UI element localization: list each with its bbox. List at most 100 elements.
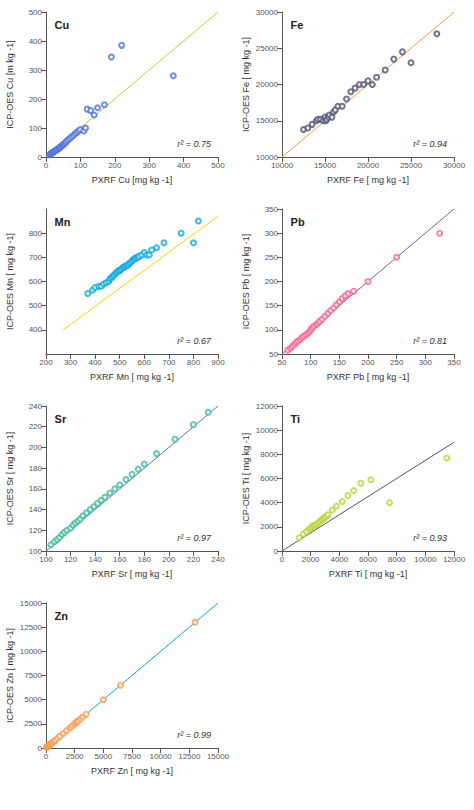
svg-text:12000: 12000: [443, 555, 466, 564]
svg-text:10000: 10000: [256, 426, 279, 435]
svg-text:700: 700: [162, 358, 176, 367]
svg-text:150: 150: [265, 301, 279, 310]
svg-text:0: 0: [280, 555, 285, 564]
svg-text:120: 120: [29, 526, 43, 535]
svg-text:ICP-OES Mn [ mg kg -1]: ICP-OES Mn [ mg kg -1]: [5, 233, 15, 330]
svg-text:r² = 0.67: r² = 0.67: [177, 336, 212, 346]
svg-text:400: 400: [29, 37, 43, 46]
svg-text:160: 160: [113, 555, 127, 564]
svg-text:Fe: Fe: [291, 19, 304, 31]
svg-text:240: 240: [29, 402, 43, 411]
svg-text:5000: 5000: [94, 752, 112, 761]
svg-text:Cu: Cu: [55, 19, 70, 31]
svg-text:200: 200: [29, 443, 43, 452]
svg-text:PXRF Zn [ mg kg -1]: PXRF Zn [ mg kg -1]: [91, 766, 173, 776]
svg-text:15000: 15000: [207, 752, 230, 761]
svg-text:180: 180: [138, 555, 152, 564]
svg-text:6000: 6000: [260, 474, 278, 483]
svg-text:150: 150: [333, 358, 347, 367]
svg-text:8000: 8000: [388, 555, 406, 564]
svg-text:30000: 30000: [256, 8, 279, 17]
svg-text:12500: 12500: [20, 623, 43, 632]
svg-text:12500: 12500: [178, 752, 201, 761]
svg-text:250: 250: [390, 358, 404, 367]
svg-text:2500: 2500: [66, 752, 84, 761]
svg-text:100: 100: [29, 124, 43, 133]
svg-text:350: 350: [265, 205, 279, 214]
svg-text:ICP-OES Zn [ mg kg -1]: ICP-OES Zn [ mg kg -1]: [5, 628, 15, 723]
svg-text:r² = 0.97: r² = 0.97: [177, 533, 212, 543]
svg-text:ICP-OES Sr [ mg kg -1]: ICP-OES Sr [ mg kg -1]: [5, 432, 15, 526]
svg-text:15000: 15000: [256, 116, 279, 125]
svg-text:ICP-OES Pb [ mg kg -1]: ICP-OES Pb [ mg kg -1]: [241, 234, 251, 330]
svg-text:250: 250: [265, 253, 279, 262]
svg-text:PXRF Cu [mg kg -1]: PXRF Cu [mg kg -1]: [92, 175, 173, 185]
svg-text:100: 100: [304, 358, 318, 367]
svg-text:5000: 5000: [24, 695, 42, 704]
svg-text:200: 200: [39, 358, 53, 367]
svg-text:0: 0: [38, 153, 43, 162]
svg-text:0: 0: [274, 547, 279, 556]
svg-text:10000: 10000: [150, 752, 173, 761]
svg-text:8000: 8000: [260, 450, 278, 459]
svg-text:400: 400: [177, 161, 191, 170]
svg-text:300: 300: [64, 358, 78, 367]
svg-text:20000: 20000: [357, 161, 380, 170]
svg-text:300: 300: [419, 358, 433, 367]
svg-text:Ti: Ti: [291, 413, 301, 425]
svg-text:900: 900: [211, 358, 225, 367]
svg-text:300: 300: [265, 229, 279, 238]
svg-text:160: 160: [29, 484, 43, 493]
svg-text:4000: 4000: [260, 498, 278, 507]
svg-text:10000: 10000: [20, 647, 43, 656]
svg-text:100: 100: [74, 161, 88, 170]
svg-text:800: 800: [187, 358, 201, 367]
svg-text:0: 0: [38, 744, 43, 753]
svg-text:PXRF Fe [ mg kg -1]: PXRF Fe [ mg kg -1]: [327, 175, 409, 185]
svg-text:r² = 0.75: r² = 0.75: [177, 139, 212, 149]
svg-text:Mn: Mn: [55, 216, 71, 228]
svg-text:ICP-OES Ti [ mg kg -1]: ICP-OES Ti [ mg kg -1]: [241, 433, 251, 525]
svg-text:800: 800: [29, 229, 43, 238]
svg-text:ICP-OES Cu [m kg -1]: ICP-OES Cu [m kg -1]: [5, 40, 15, 129]
svg-text:500: 500: [29, 8, 43, 17]
svg-text:240: 240: [211, 555, 225, 564]
svg-text:6000: 6000: [359, 555, 377, 564]
svg-text:r² = 0.93: r² = 0.93: [413, 533, 447, 543]
svg-text:120: 120: [64, 555, 78, 564]
svg-text:2000: 2000: [260, 522, 278, 531]
svg-text:25000: 25000: [400, 161, 423, 170]
svg-text:140: 140: [29, 505, 43, 514]
svg-text:600: 600: [138, 358, 152, 367]
svg-text:0: 0: [44, 752, 49, 761]
svg-text:PXRF Mn [ mg kg -1]: PXRF Mn [ mg kg -1]: [90, 372, 174, 382]
svg-text:400: 400: [88, 358, 102, 367]
svg-text:300: 300: [29, 66, 43, 75]
svg-text:10000: 10000: [271, 161, 294, 170]
svg-text:r² = 0.99: r² = 0.99: [177, 730, 211, 740]
svg-text:600: 600: [29, 277, 43, 286]
svg-text:220: 220: [29, 422, 43, 431]
svg-text:400: 400: [29, 325, 43, 334]
svg-text:220: 220: [187, 555, 201, 564]
svg-text:0: 0: [44, 161, 49, 170]
svg-text:500: 500: [29, 301, 43, 310]
svg-text:7500: 7500: [123, 752, 141, 761]
svg-text:100: 100: [39, 555, 53, 564]
svg-text:200: 200: [108, 161, 122, 170]
svg-text:4000: 4000: [330, 555, 348, 564]
svg-text:7500: 7500: [24, 671, 42, 680]
svg-text:700: 700: [29, 253, 43, 262]
svg-text:200: 200: [265, 277, 279, 286]
svg-text:300: 300: [143, 161, 157, 170]
svg-text:180: 180: [29, 464, 43, 473]
svg-text:12000: 12000: [256, 402, 279, 411]
svg-text:25000: 25000: [256, 44, 279, 53]
svg-text:Sr: Sr: [55, 413, 67, 425]
svg-text:PXRF Pb [ mg kg -1]: PXRF Pb [ mg kg -1]: [327, 372, 410, 382]
svg-text:ICP-OES Fe [ mg kg -1]: ICP-OES Fe [ mg kg -1]: [241, 37, 251, 132]
svg-text:Pb: Pb: [291, 216, 305, 228]
svg-text:500: 500: [113, 358, 127, 367]
svg-text:50: 50: [278, 358, 287, 367]
svg-text:PXRF Ti [ mg kg -1]: PXRF Ti [ mg kg -1]: [329, 569, 408, 579]
